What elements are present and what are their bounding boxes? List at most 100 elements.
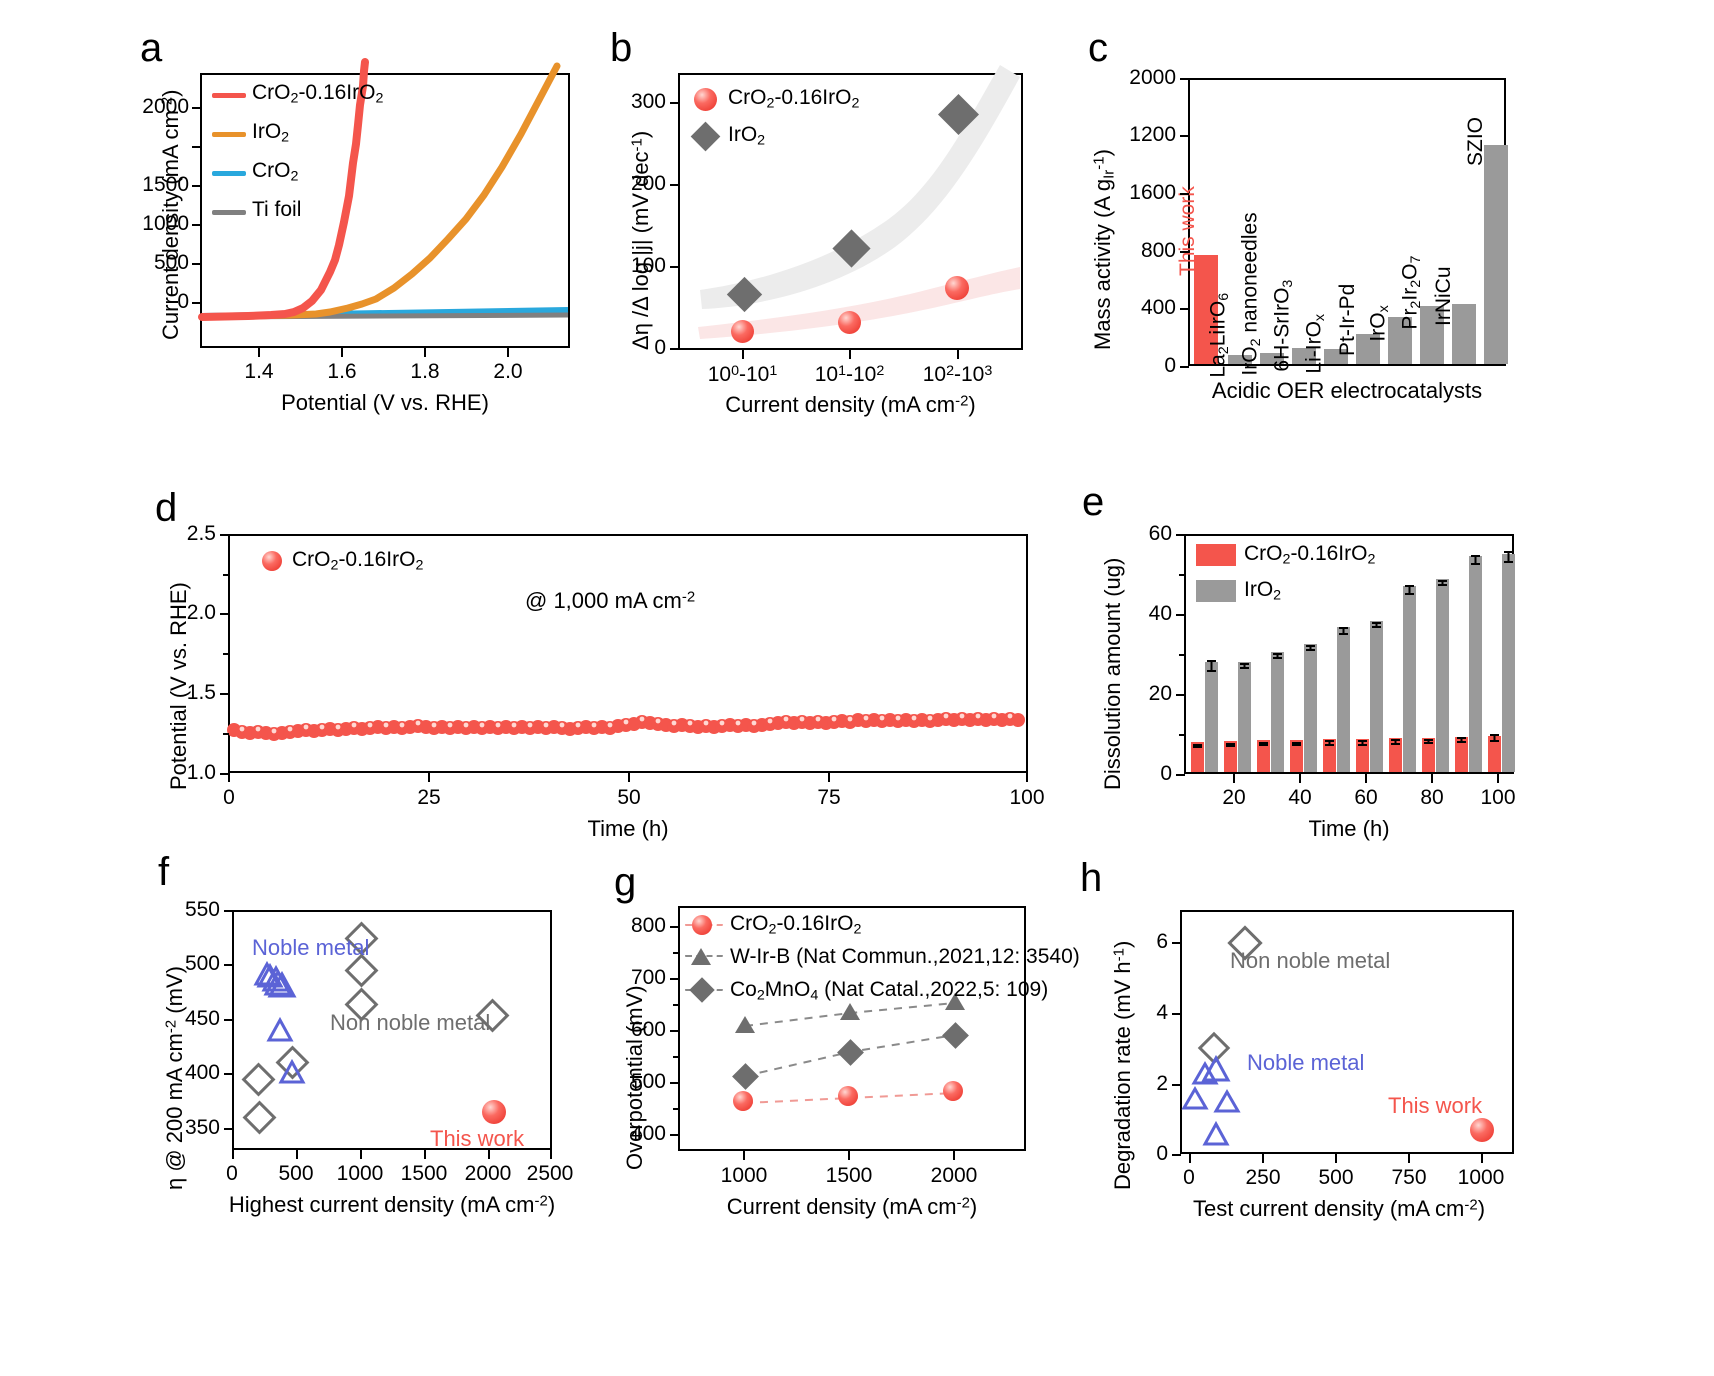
- panel-g-ytick: [670, 1030, 679, 1032]
- panel-a-legend-swatch: [212, 210, 246, 215]
- panel-f-ytick: [224, 1073, 233, 1075]
- panel-a-legend-label: CrO2-0.16IrO2: [252, 81, 384, 107]
- panel-b-label: b: [610, 26, 633, 70]
- panel-f-xtick: [232, 1150, 234, 1159]
- panel-e-xtick-label: 100: [1480, 786, 1516, 809]
- panel-h-plot-area: [1180, 910, 1514, 1154]
- panel-d-ytick-label: 2.5: [186, 522, 216, 545]
- panel-g-legend-label: Co2MnO4 (Nat Catal.,2022,5: 109): [730, 978, 1049, 1004]
- panel-h-xtick: [1189, 1154, 1191, 1163]
- panel-h-xtick-label: 0: [1183, 1166, 1195, 1189]
- panel-a-ytick: [192, 224, 201, 226]
- panel-d-trace: [227, 712, 1025, 741]
- panel-g-ytick-label: 500: [630, 1070, 666, 1093]
- panel-h-datapoint-this-work: [1470, 1118, 1494, 1142]
- panel-h-ytick-label: 4: [1156, 1001, 1168, 1024]
- panel-e-bar-cro2: [1257, 740, 1270, 772]
- panel-d-xtick-label: 25: [417, 786, 441, 809]
- panel-c-bar-label: IrOx: [1366, 305, 1392, 342]
- panel-g-xtick: [743, 1151, 745, 1160]
- panel-e-ytick-label: 0: [1160, 762, 1172, 785]
- panel-e-bar-cro2: [1290, 740, 1303, 772]
- panel-c-bar-label: IrNiCu: [1432, 266, 1455, 326]
- panel-a-legend-label: CrO2: [252, 159, 299, 185]
- panel-f-xtick-label: 500: [278, 1162, 314, 1185]
- panel-e-bar-iro2: [1337, 627, 1350, 772]
- panel-d-xtick: [428, 773, 430, 782]
- panel-c-bar-this-work: [1194, 255, 1218, 364]
- panel-c-bar-label: Pt-Ir-Pd: [1336, 283, 1359, 356]
- panel-g-ytick-minor: [673, 1108, 679, 1110]
- panel-b-plot-area: [678, 65, 1023, 350]
- panel-e-ytick-label: 60: [1148, 522, 1172, 545]
- panel-f-annotation-this-work: This work: [430, 1126, 525, 1151]
- panel-d-ytick-minor: [223, 733, 229, 735]
- panel-e-ytick-label: 40: [1148, 602, 1172, 625]
- panel-b-xtick: [742, 350, 744, 359]
- panel-f-annotation-noble-metal: Noble metal: [252, 935, 370, 960]
- panel-h-ytick: [1172, 1154, 1181, 1156]
- panel-e-ytick: [1176, 614, 1185, 616]
- panel-e-bar-cro2: [1356, 739, 1369, 772]
- panel-a-plot-area: [198, 58, 570, 348]
- panel-d-xtick-label: 50: [617, 786, 641, 809]
- panel-a-ytick-label: 500: [153, 251, 189, 274]
- panel-b-ytick-label: 100: [630, 254, 666, 277]
- panel-e-ytick: [1176, 774, 1185, 776]
- panel-e-bar-cro2: [1389, 738, 1402, 772]
- panel-b-legend-marker: [694, 88, 717, 111]
- panel-f-ytick: [224, 1019, 233, 1021]
- panel-e-xlabel: Time (h): [1308, 816, 1390, 841]
- panel-h-xtick-label: 1000: [1457, 1166, 1505, 1189]
- panel-c-ytick: [1180, 78, 1189, 80]
- panel-c-bar-szio: [1484, 145, 1508, 364]
- panel-c-label: c: [1088, 26, 1108, 70]
- panel-g-xtick: [953, 1151, 955, 1160]
- panel-a-ytick-label: 1000: [142, 212, 189, 235]
- panel-h-xtick-label: 500: [1318, 1166, 1354, 1189]
- panel-a-xtick-label: 2.0: [493, 360, 523, 383]
- panel-h-ytick: [1172, 942, 1181, 944]
- panel-a-curves: [198, 58, 569, 321]
- panel-e-bar-cro2: [1191, 742, 1204, 772]
- panel-g-ytick-minor: [673, 952, 679, 954]
- panel-c-ytick: [1180, 251, 1189, 253]
- panel-c-plot-area: [1188, 78, 1508, 366]
- panel-g-legend-label: W-Ir-B (Nat Commun.,2021,12: 3540): [730, 945, 1080, 968]
- panel-b-xtick: [849, 350, 851, 359]
- panel-f-xtick: [550, 1150, 552, 1159]
- panel-e-bar-iro2: [1436, 579, 1449, 772]
- panel-g-xtick-label: 2000: [930, 1164, 978, 1187]
- panel-e-bar-iro2: [1304, 644, 1317, 772]
- panel-e-ytick: [1176, 694, 1185, 696]
- panel-b-xtick: [957, 350, 959, 359]
- panel-e-label: e: [1082, 480, 1105, 524]
- panel-e-xtick-label: 40: [1288, 786, 1312, 809]
- panel-g-ytick: [670, 1082, 679, 1084]
- panel-e-bar-iro2: [1238, 662, 1251, 772]
- panel-h-ytick-label: 2: [1156, 1072, 1168, 1095]
- panel-c-bar: [1228, 355, 1252, 364]
- panel-g-ytick-label: 700: [630, 966, 666, 989]
- panel-c-bar-label: SZIO: [1464, 116, 1487, 166]
- panel-h-xtick-label: 750: [1391, 1166, 1427, 1189]
- panel-d-xtick-label: 100: [1009, 786, 1045, 809]
- panel-d-ytick: [220, 534, 229, 536]
- panel-b-ytick: [670, 184, 679, 186]
- panel-a-ytick: [192, 146, 201, 148]
- panel-g-datapoint-cro2: [943, 1081, 963, 1101]
- panel-g-label: g: [614, 860, 637, 904]
- panel-b-legend-label: IrO2: [728, 123, 766, 149]
- panel-d-xtick: [628, 773, 630, 782]
- panel-e-xtick: [1497, 774, 1499, 783]
- panel-e-ytick: [1176, 534, 1185, 536]
- panel-f-ytick-label: 400: [184, 1061, 220, 1084]
- panel-e-ytick-minor: [1179, 574, 1185, 576]
- panel-a-legend-swatch: [212, 171, 246, 176]
- panel-g-ytick-label: 400: [630, 1122, 666, 1145]
- panel-b-bands-and-points: [698, 65, 1020, 339]
- panel-a-legend-label: IrO2: [252, 120, 290, 146]
- panel-e-ytick-label: 20: [1148, 682, 1172, 705]
- panel-f-ytick-label: 350: [184, 1116, 220, 1139]
- panel-h-ytick: [1172, 1084, 1181, 1086]
